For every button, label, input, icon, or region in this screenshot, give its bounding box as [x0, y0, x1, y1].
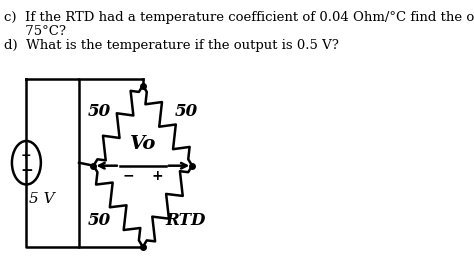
Text: −: −: [123, 169, 134, 183]
Text: Vo: Vo: [130, 135, 156, 153]
Text: 50: 50: [174, 103, 198, 120]
Text: d)  What is the temperature if the output is 0.5 V?: d) What is the temperature if the output…: [4, 39, 339, 52]
Text: 50: 50: [88, 212, 111, 229]
Text: +: +: [21, 149, 32, 162]
Text: 50: 50: [88, 103, 111, 120]
Text: −: −: [20, 163, 33, 178]
Text: 75°C?: 75°C?: [4, 25, 66, 38]
Text: c)  If the RTD had a temperature coefficient of 0.04 Ohm/°C find the output at: c) If the RTD had a temperature coeffici…: [4, 11, 474, 24]
Text: RTD: RTD: [166, 212, 206, 229]
Text: 5 V: 5 V: [29, 192, 55, 206]
Text: +: +: [152, 169, 163, 183]
